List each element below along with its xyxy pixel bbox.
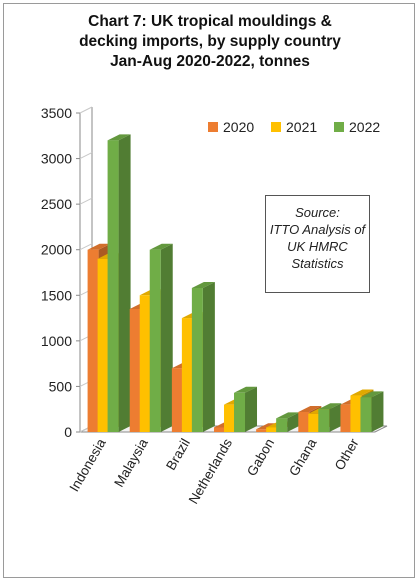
bar-front bbox=[129, 308, 141, 432]
bar-side bbox=[202, 281, 215, 432]
bar-side bbox=[287, 412, 300, 432]
bar-front bbox=[266, 427, 278, 432]
bars-layer bbox=[87, 134, 384, 433]
bar-side bbox=[245, 386, 258, 432]
bar-top bbox=[107, 134, 131, 141]
bar-netherlands-2022 bbox=[234, 386, 258, 432]
bar-front bbox=[224, 404, 236, 432]
y-tick-label: 3000 bbox=[41, 151, 72, 167]
y-tick-depth-line bbox=[79, 106, 93, 114]
chart-title: Chart 7: UK tropical mouldings & decking… bbox=[4, 12, 416, 72]
chart-title-line-2: decking imports, by supply country bbox=[79, 33, 341, 50]
x-category-label: Ghana bbox=[286, 436, 320, 479]
bar-side bbox=[118, 134, 131, 433]
y-tick-label: 2500 bbox=[41, 196, 72, 212]
source-line-2: ITTO Analysis of bbox=[269, 222, 366, 237]
x-category-label: Netherlands bbox=[186, 436, 236, 507]
bar-front bbox=[191, 287, 203, 432]
source-line-3: UK HMRC bbox=[287, 239, 348, 254]
chart-title-line-3: Jan-Aug 2020-2022, tonnes bbox=[110, 53, 310, 70]
legend-swatch-2022 bbox=[334, 122, 344, 132]
x-category-label: Brazil bbox=[163, 436, 193, 473]
y-tick-label: 500 bbox=[49, 378, 73, 394]
source-line-4: Statistics bbox=[291, 256, 344, 271]
bar-side bbox=[160, 243, 173, 432]
source-line-1: Source: bbox=[295, 205, 340, 220]
y-tick-depth-line bbox=[79, 243, 93, 251]
x-category-label: Malaysia bbox=[111, 436, 151, 490]
bar-malaysia-2022 bbox=[149, 243, 173, 432]
y-tick-label: 1500 bbox=[41, 287, 72, 303]
bar-top bbox=[191, 281, 215, 288]
bar-front bbox=[276, 418, 288, 432]
bar-gabon-2022 bbox=[276, 412, 300, 432]
bar-front bbox=[256, 429, 268, 432]
legend-swatch-2020 bbox=[208, 122, 218, 132]
bar-front bbox=[139, 295, 151, 432]
bar-other-2022 bbox=[360, 391, 384, 432]
bar-top bbox=[276, 412, 300, 419]
bar-top bbox=[360, 391, 384, 398]
legend-label-2021: 2021 bbox=[286, 119, 317, 135]
bar-top bbox=[350, 389, 374, 396]
y-tick-label: 1000 bbox=[41, 333, 72, 349]
chart-title-line-1: Chart 7: UK tropical mouldings & bbox=[88, 13, 332, 30]
bar-front bbox=[214, 427, 226, 432]
bar-front bbox=[171, 368, 183, 432]
bar-front bbox=[350, 395, 362, 432]
y-tick-label: 0 bbox=[64, 424, 72, 440]
bar-front bbox=[181, 318, 193, 432]
y-tick-label: 2000 bbox=[41, 242, 72, 258]
bar-front bbox=[149, 249, 161, 432]
bar-front bbox=[340, 404, 352, 432]
legend-label-2022: 2022 bbox=[349, 119, 380, 135]
y-tick-depth-line bbox=[79, 152, 93, 160]
source-annotation: Source: ITTO Analysis of UK HMRC Statist… bbox=[265, 195, 370, 293]
y-tick-depth-line bbox=[79, 197, 93, 205]
bar-front bbox=[298, 411, 310, 432]
bar-front bbox=[234, 392, 246, 432]
bar-top bbox=[234, 386, 258, 393]
bar-top bbox=[318, 403, 342, 410]
bar-top bbox=[87, 243, 111, 250]
bar-side bbox=[329, 403, 342, 432]
bar-top bbox=[298, 405, 322, 412]
bar-front bbox=[87, 249, 99, 432]
bar-front bbox=[107, 140, 119, 433]
bar-top bbox=[149, 243, 173, 250]
legend-label-2020: 2020 bbox=[223, 119, 254, 135]
bar-brazil-2022 bbox=[191, 281, 215, 432]
bar-side bbox=[371, 391, 384, 432]
y-tick-label: 3500 bbox=[41, 105, 72, 121]
bar-front bbox=[360, 397, 372, 432]
bar-indonesia-2022 bbox=[107, 134, 131, 433]
x-category-label: Other bbox=[332, 436, 362, 473]
bar-front bbox=[308, 413, 320, 432]
legend-swatch-2021 bbox=[271, 122, 281, 132]
x-category-label: Indonesia bbox=[66, 436, 109, 495]
bar-front bbox=[318, 409, 330, 432]
x-category-label: Gabon bbox=[244, 436, 277, 479]
bar-front bbox=[97, 258, 109, 432]
bar-ghana-2022 bbox=[318, 403, 342, 432]
legend: 2020 2021 2022 bbox=[208, 119, 380, 135]
